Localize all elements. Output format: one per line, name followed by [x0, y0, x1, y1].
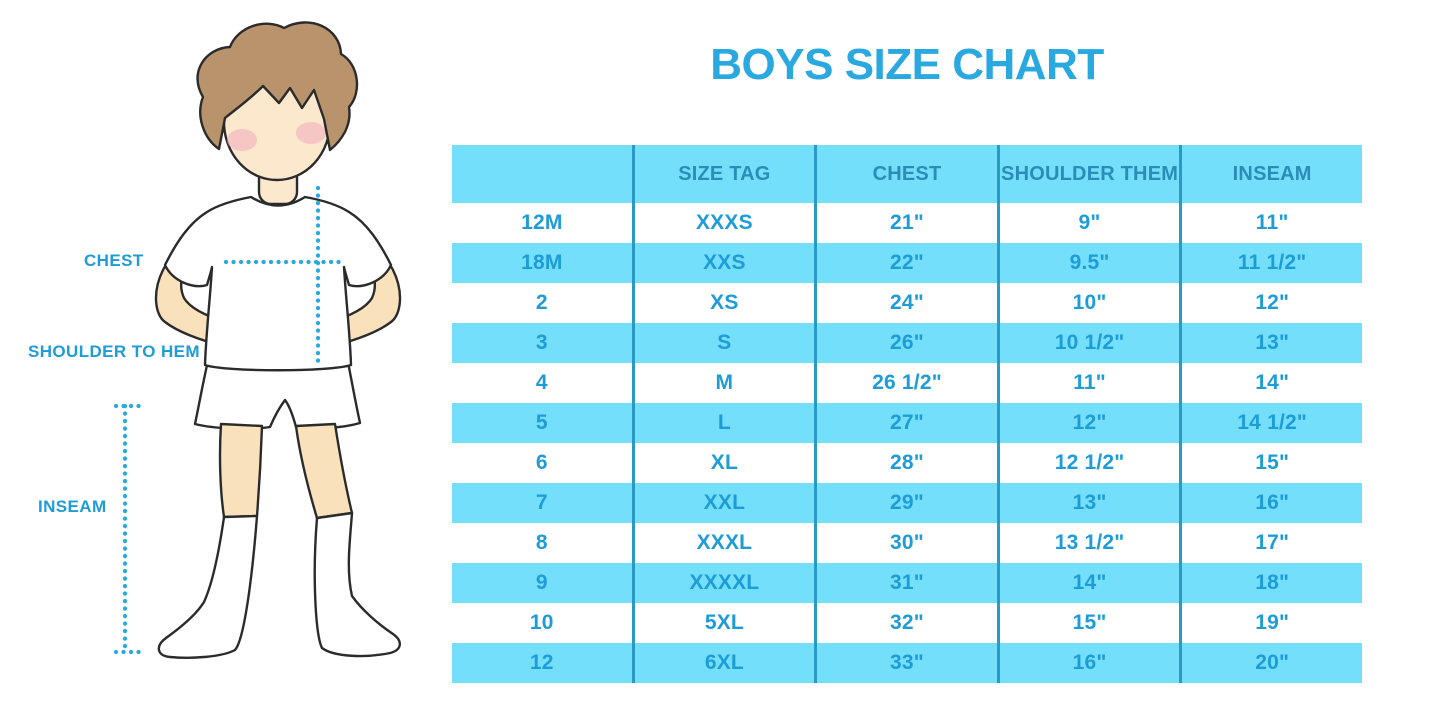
header-cell: CHEST	[814, 145, 997, 203]
table-row: 18M XXS 22" 9.5" 11 1/2"	[452, 243, 1362, 283]
inseam-label: INSEAM	[38, 497, 107, 516]
shoulder-to-hem-label: SHOULDER TO HEM	[28, 342, 200, 361]
right-blush	[296, 122, 326, 144]
table-cell: 10 1/2"	[996, 323, 1180, 363]
left-leg	[218, 422, 264, 519]
table-cell: XL	[631, 443, 815, 483]
table-cell: 12M	[521, 211, 563, 234]
table-cell: 13"	[996, 483, 1180, 523]
table-cell: 12	[529, 651, 554, 674]
table-cell: 26 1/2"	[814, 363, 997, 403]
table-cell: 10	[529, 611, 554, 634]
table-cell: 16"	[1179, 483, 1362, 523]
table-row: 3 S 26" 10 1/2" 13"	[452, 323, 1362, 363]
table-cell: 14 1/2"	[1179, 403, 1362, 443]
table-row: 12 6XL 33" 16" 20"	[452, 643, 1362, 683]
table-cell: 17"	[1179, 523, 1362, 563]
t-shirt	[163, 195, 393, 372]
table-row: 12M XXXS 21" 9" 11"	[452, 203, 1362, 243]
table-cell: 15"	[996, 603, 1180, 643]
table-row: 7 XXL 29" 13" 16"	[452, 483, 1362, 523]
table-row: 4 M 26 1/2" 11" 14"	[452, 363, 1362, 403]
table-header-row: SIZE TAG CHEST SHOULDER THEM INSEAM	[452, 145, 1362, 203]
table-cell: XXS	[631, 243, 815, 283]
table-cell: XXXXL	[631, 563, 815, 603]
shorts	[193, 350, 362, 430]
left-blush	[227, 129, 257, 151]
table-cell: S	[631, 323, 815, 363]
table-cell: 32"	[814, 603, 997, 643]
table-cell: 7	[535, 491, 548, 514]
table-cell: 20"	[1179, 643, 1362, 683]
table-cell: 14"	[1179, 363, 1362, 403]
header-cell	[452, 145, 632, 203]
table-cell: L	[631, 403, 815, 443]
table-cell: 9"	[996, 203, 1180, 243]
size-table: SIZE TAG CHEST SHOULDER THEM INSEAM 12M XXXS 2…	[452, 145, 1362, 683]
table-row: 10 5XL 32" 15" 19"	[452, 603, 1362, 643]
table-cell: 15"	[1179, 443, 1362, 483]
table-row: 9 XXXXL 31" 14" 18"	[452, 563, 1362, 603]
header-cell: SHOULDER THEM	[996, 145, 1180, 203]
table-cell: 26"	[814, 323, 997, 363]
table-cell: 11"	[1179, 203, 1362, 243]
table-cell: 12"	[1179, 283, 1362, 323]
left-sock	[157, 514, 259, 659]
table-cell: 18"	[1179, 563, 1362, 603]
table-cell: 28"	[814, 443, 997, 483]
table-cell: 4	[535, 371, 548, 394]
table-cell: 6XL	[631, 643, 815, 683]
table-cell: XS	[631, 283, 815, 323]
table-cell: 33"	[814, 643, 997, 683]
table-cell: 14"	[996, 563, 1180, 603]
table-cell: 3	[535, 331, 548, 354]
table-cell: 13 1/2"	[996, 523, 1180, 563]
table-cell: 9.5"	[996, 243, 1180, 283]
table-cell: 6	[535, 451, 548, 474]
table-cell: 24"	[814, 283, 997, 323]
table-cell: 11"	[996, 363, 1180, 403]
table-cell: XXL	[631, 483, 815, 523]
table-cell: 12 1/2"	[996, 443, 1180, 483]
boy-illustration	[113, 21, 402, 659]
table-cell: M	[631, 363, 815, 403]
right-sock	[313, 511, 401, 658]
table-cell: 22"	[814, 243, 997, 283]
table-cell: 16"	[996, 643, 1180, 683]
table-cell: 30"	[814, 523, 997, 563]
header-cell: INSEAM	[1179, 145, 1362, 203]
table-cell: 21"	[814, 203, 997, 243]
table-row: 6 XL 28" 12 1/2" 15"	[452, 443, 1362, 483]
table-row: 2 XS 24" 10" 12"	[452, 283, 1362, 323]
hair	[196, 21, 359, 152]
table-row: 5 L 27" 12" 14 1/2"	[452, 403, 1362, 443]
table-cell: 2	[535, 291, 548, 314]
table-cell: 5	[535, 411, 548, 434]
table-cell: XXXL	[631, 523, 815, 563]
table-cell: 8	[535, 531, 548, 554]
table-cell: 12"	[996, 403, 1180, 443]
table-cell: 18M	[521, 251, 563, 274]
table-cell: 31"	[814, 563, 997, 603]
table-cell: 19"	[1179, 603, 1362, 643]
table-cell: 11 1/2"	[1179, 243, 1362, 283]
table-cell: 13"	[1179, 323, 1362, 363]
page-title: BOYS SIZE CHART	[710, 40, 1104, 89]
table-cell: 27"	[814, 403, 997, 443]
chest-label: CHEST	[84, 251, 144, 270]
table-row: 8 XXXL 30" 13 1/2" 17"	[452, 523, 1362, 563]
header-cell: SIZE TAG	[631, 145, 815, 203]
right-leg	[294, 422, 354, 520]
table-cell: 10"	[996, 283, 1180, 323]
table-cell: 29"	[814, 483, 997, 523]
table-cell: XXXS	[631, 203, 815, 243]
table-cell: 9	[535, 571, 548, 594]
table-cell: 5XL	[631, 603, 815, 643]
